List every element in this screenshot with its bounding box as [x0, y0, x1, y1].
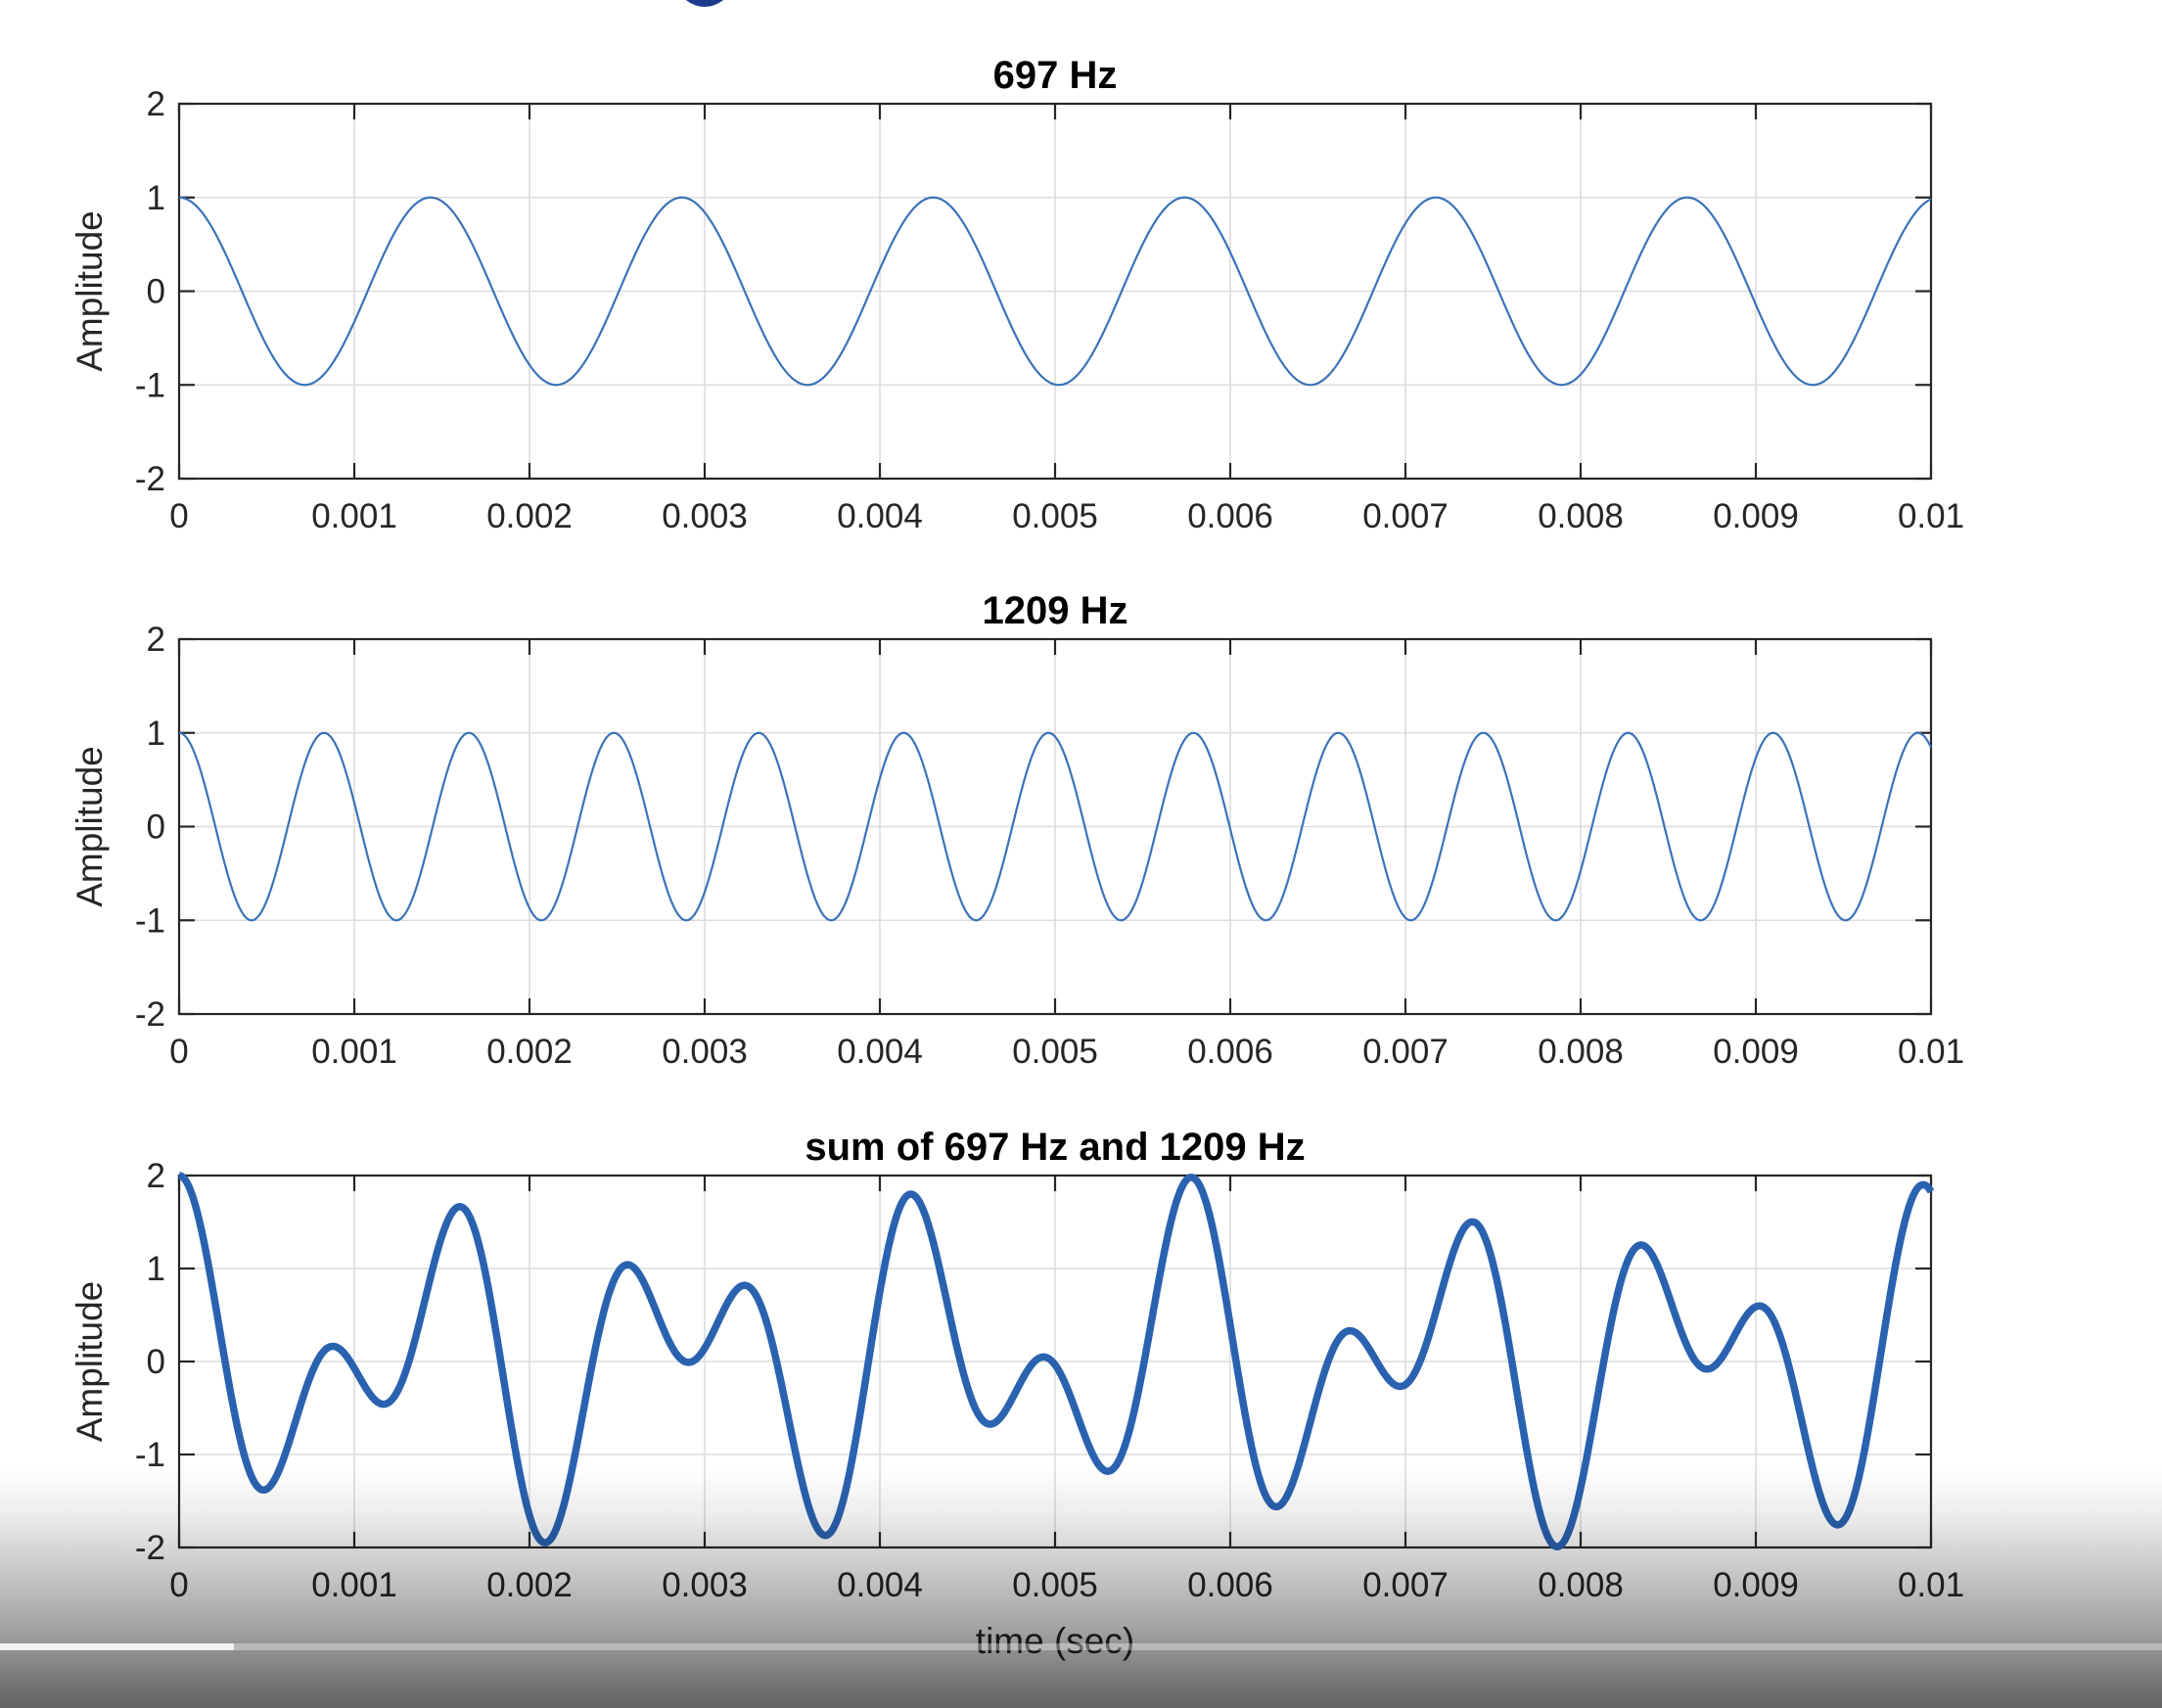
x-tick-label: 0.006: [1187, 1566, 1273, 1604]
subplot-1: 0 0.001 0.002 0.003 0.004 0.005 0.006 0.007 0.00…: [69, 54, 1964, 535]
y-tick-label: -1: [135, 366, 165, 404]
x-tick-label: 0.002: [486, 1566, 573, 1604]
y-axis-label: Amplitude: [69, 1281, 110, 1443]
x-tick-label: 0.001: [311, 1033, 397, 1071]
y-tick-label: 2: [147, 621, 165, 659]
y-tick-label: -2: [135, 995, 165, 1034]
y-tick-label: -2: [135, 1529, 165, 1567]
x-tick-label: 0.01: [1898, 497, 1964, 535]
y-tick-label: -1: [135, 901, 165, 940]
x-tick-label: 0.008: [1538, 497, 1624, 535]
x-tick-label: 0.005: [1012, 497, 1098, 535]
x-tick-label: 0.004: [837, 1566, 923, 1604]
x-tick-label: 0.004: [837, 1033, 923, 1071]
x-tick-label: 0.001: [311, 497, 397, 535]
x-tick-label: 0.009: [1713, 497, 1799, 535]
x-tick-label: 0.01: [1898, 1033, 1964, 1071]
x-tick-label: 0.005: [1012, 1566, 1098, 1604]
x-tick-label: 0.01: [1898, 1566, 1964, 1604]
y-tick-label: 1: [147, 715, 165, 753]
y-tick-label: 0: [147, 273, 165, 311]
x-tick-label: 0.009: [1713, 1033, 1799, 1071]
x-tick-label: 0.002: [486, 1033, 573, 1071]
x-tick-label: 0: [169, 1033, 188, 1071]
x-tick-label: 0.003: [662, 497, 748, 535]
y-tick-label: 1: [147, 179, 165, 217]
y-tick-label: 2: [147, 1157, 165, 1195]
x-tick-label: 0.003: [662, 1566, 748, 1604]
x-tick-label: 0.002: [486, 497, 573, 535]
y-axis-label: Amplitude: [69, 210, 110, 372]
y-tick-label: 0: [147, 1343, 165, 1381]
subplot-2: 0 0.001 0.002 0.003 0.004 0.005 0.006 0.007 0.00…: [69, 589, 1964, 1071]
x-tick-label: 0.007: [1362, 1566, 1449, 1604]
chart-title: 1209 Hz: [983, 589, 1128, 632]
x-tick-label: 0.009: [1713, 1566, 1799, 1604]
x-tick-label: 0.007: [1362, 1033, 1449, 1071]
y-tick-label: 2: [147, 85, 165, 123]
y-axis-label: Amplitude: [69, 746, 110, 907]
y-tick-label: 0: [147, 808, 165, 847]
x-tick-label: 0: [169, 497, 188, 535]
x-tick-label: 0.004: [837, 497, 923, 535]
video-progress-played: [0, 1643, 234, 1650]
x-axis-label: time (sec): [976, 1621, 1134, 1661]
x-tick-label: 0.006: [1187, 1033, 1273, 1071]
video-progress-bar[interactable]: [0, 1643, 2162, 1650]
x-tick-label: 0.008: [1538, 1033, 1624, 1071]
x-tick-label: 0.006: [1187, 497, 1273, 535]
x-tick-label: 0.008: [1538, 1566, 1624, 1604]
x-tick-label: 0.005: [1012, 1033, 1098, 1071]
y-tick-label: -1: [135, 1436, 165, 1474]
y-tick-label: -2: [135, 460, 165, 498]
x-tick-label: 0: [169, 1566, 188, 1604]
chart-title: 697 Hz: [993, 54, 1118, 97]
x-tick-label: 0.001: [311, 1566, 397, 1604]
x-tick-label: 0.007: [1362, 497, 1449, 535]
chart-title: sum of 697 Hz and 1209 Hz: [805, 1126, 1305, 1169]
subplot-3: 0 0.001 0.002 0.003 0.004 0.005 0.006 0.007 0.00…: [69, 1126, 1964, 1661]
y-tick-label: 1: [147, 1250, 165, 1288]
x-tick-label: 0.003: [662, 1033, 748, 1071]
